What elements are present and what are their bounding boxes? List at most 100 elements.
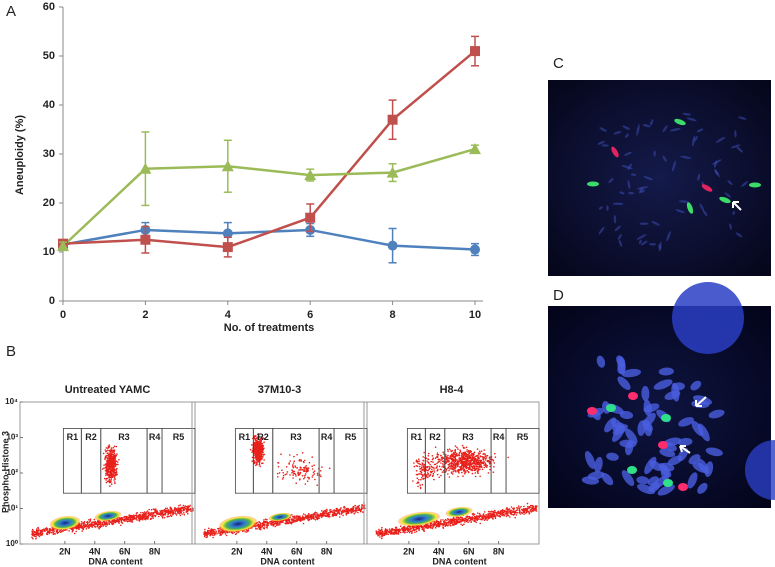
event-dot	[436, 526, 438, 528]
event-dot	[114, 463, 116, 465]
event-dot	[339, 516, 341, 518]
event-dot	[251, 460, 253, 462]
event-dot	[106, 457, 108, 459]
event-dot	[120, 519, 122, 521]
event-dot	[495, 512, 497, 514]
event-dot	[381, 527, 383, 529]
event-dot	[277, 473, 279, 475]
event-dot	[414, 527, 416, 529]
event-dot	[187, 513, 189, 515]
event-dot	[509, 516, 511, 518]
event-dot	[381, 531, 383, 533]
event-dot	[512, 508, 514, 510]
event-dot	[358, 505, 360, 507]
event-dot	[254, 436, 256, 438]
event-dot	[307, 519, 309, 521]
event-dot	[416, 460, 418, 462]
event-dot	[111, 458, 113, 460]
event-dot	[522, 510, 524, 512]
event-dot	[209, 530, 211, 532]
event-dot	[265, 518, 267, 520]
event-dot	[519, 507, 521, 509]
event-dot	[460, 466, 462, 468]
event-dot	[340, 507, 342, 509]
event-dot	[463, 454, 465, 456]
event-dot	[276, 525, 278, 527]
event-dot	[491, 517, 493, 519]
event-dot	[47, 528, 49, 530]
event-dot	[282, 472, 284, 474]
event-dot	[303, 517, 305, 519]
event-dot	[488, 472, 490, 474]
event-dot	[524, 509, 526, 511]
event-dot	[444, 520, 446, 522]
event-dot	[132, 518, 134, 520]
event-dot	[257, 525, 259, 527]
event-dot	[489, 461, 491, 463]
event-dot	[432, 455, 434, 457]
event-dot	[168, 516, 170, 518]
event-dot	[318, 516, 320, 518]
event-dot	[385, 531, 387, 533]
event-dot	[168, 509, 170, 511]
event-dot	[181, 510, 183, 512]
event-dot	[440, 475, 442, 477]
event-dot	[86, 528, 88, 530]
event-dot	[452, 460, 454, 462]
event-dot	[109, 479, 111, 481]
event-dot	[329, 511, 331, 513]
event-dot	[205, 537, 207, 539]
event-dot	[477, 448, 479, 450]
event-dot	[507, 513, 509, 515]
event-dot	[116, 453, 118, 455]
event-dot	[440, 521, 442, 523]
event-dot	[357, 512, 359, 514]
event-dot	[251, 444, 253, 446]
event-dot	[442, 458, 444, 460]
event-dot	[213, 531, 215, 533]
event-dot	[492, 511, 494, 513]
event-dot	[170, 507, 172, 509]
events	[31, 444, 194, 539]
event-dot	[474, 466, 476, 468]
event-dot	[494, 510, 496, 512]
event-dot	[114, 481, 116, 483]
event-dot	[295, 475, 297, 477]
event-dot	[77, 528, 79, 530]
event-dot	[81, 521, 83, 523]
gate-label: R1	[411, 432, 423, 442]
event-dot	[147, 517, 149, 519]
event-dot	[466, 516, 468, 518]
event-dot	[263, 524, 265, 526]
event-dot	[352, 511, 354, 513]
event-dot	[299, 478, 301, 480]
event-dot	[428, 453, 430, 455]
event-dot	[494, 453, 496, 455]
x-tick-label: 4N	[433, 546, 445, 556]
event-dot	[263, 519, 265, 521]
event-dot	[326, 509, 328, 511]
event-dot	[146, 511, 148, 513]
event-dot	[451, 458, 453, 460]
event-dot	[422, 484, 424, 486]
event-dot	[84, 522, 86, 524]
event-dot	[105, 525, 107, 527]
event-dot	[165, 511, 167, 513]
event-dot	[455, 451, 457, 453]
event-dot	[404, 529, 406, 531]
event-dot	[470, 463, 472, 465]
event-dot	[455, 464, 457, 466]
event-dot	[412, 480, 414, 482]
event-dot	[428, 455, 430, 457]
event-dot	[97, 526, 99, 528]
event-dot	[485, 455, 487, 457]
event-dot	[310, 514, 312, 516]
event-dot	[112, 524, 114, 526]
event-dot	[261, 456, 263, 458]
event-dot	[113, 466, 115, 468]
event-dot	[342, 515, 344, 517]
event-dot	[445, 454, 447, 456]
event-dot	[438, 522, 440, 524]
event-dot	[293, 456, 295, 458]
event-dot	[525, 512, 527, 514]
